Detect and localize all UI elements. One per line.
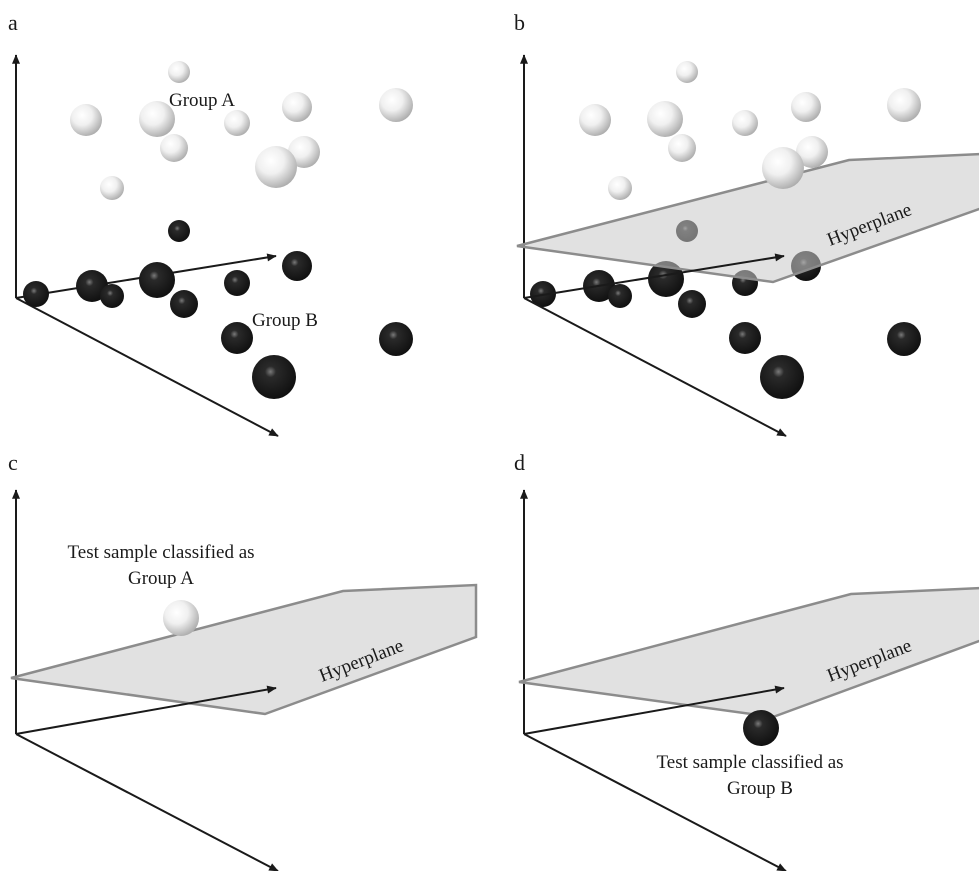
group-a-sphere xyxy=(288,136,320,168)
group-a-sphere xyxy=(579,104,611,136)
hyperplane xyxy=(518,586,979,719)
group-a-sphere xyxy=(676,61,698,83)
group-a-label: Group A xyxy=(169,90,235,111)
group-a-sphere xyxy=(796,136,828,168)
group-a-sphere xyxy=(762,147,804,189)
group-b-sphere xyxy=(678,290,706,318)
group-a-sphere xyxy=(168,61,190,83)
group-b-sphere xyxy=(729,322,761,354)
panel-c-label: c xyxy=(8,450,18,475)
group-b-sphere xyxy=(168,220,190,242)
group-a-sphere xyxy=(647,101,683,137)
axes xyxy=(520,54,787,437)
y-axis xyxy=(523,685,785,735)
axes xyxy=(520,489,787,871)
group-a-sphere xyxy=(160,134,188,162)
group-b-sphere xyxy=(23,281,49,307)
group-b-sphere xyxy=(760,355,804,399)
panel-b: b xyxy=(514,10,979,437)
group-b-sphere xyxy=(282,251,312,281)
test-sample-caption-line1: Test sample classified as xyxy=(656,752,843,773)
group-a-sphere xyxy=(282,92,312,122)
test-sample-group-b xyxy=(743,710,779,746)
group-a-sphere xyxy=(608,176,632,200)
panel-a: a Group A xyxy=(8,10,413,437)
group-b-sphere xyxy=(139,262,175,298)
hyperplane xyxy=(10,583,478,716)
group-a-sphere xyxy=(791,92,821,122)
group-b-sphere xyxy=(76,270,108,302)
group-a-sphere xyxy=(732,110,758,136)
group-b-sphere xyxy=(608,284,632,308)
group-a-sphere xyxy=(139,101,175,137)
panel-d: d Hyperplane Test sample classified as G… xyxy=(514,450,979,871)
group-a-sphere xyxy=(70,104,102,136)
group-a-sphere xyxy=(100,176,124,200)
group-a-sphere xyxy=(668,134,696,162)
group-a-sphere xyxy=(224,110,250,136)
test-sample-group-a xyxy=(163,600,199,636)
axes xyxy=(12,489,279,871)
group-b-sphere xyxy=(221,322,253,354)
x-axis xyxy=(523,733,787,871)
panel-a-label: a xyxy=(8,10,18,35)
x-axis xyxy=(15,297,279,437)
group-b-sphere xyxy=(170,290,198,318)
x-axis xyxy=(523,297,787,437)
panel-b-label: b xyxy=(514,10,525,35)
test-sample-caption-line2: Group A xyxy=(128,568,194,589)
group-a-sphere xyxy=(887,88,921,122)
panel-c: c Test sample classified as Group A Hype… xyxy=(8,450,478,871)
group-b-sphere xyxy=(648,261,684,297)
y-axis xyxy=(523,253,785,299)
test-sample-caption-line2: Group B xyxy=(727,778,793,799)
group-a-sphere xyxy=(379,88,413,122)
group-b-sphere xyxy=(379,322,413,356)
group-b-spheres-below xyxy=(530,261,921,399)
y-axis xyxy=(15,685,277,735)
group-b-sphere xyxy=(224,270,250,296)
group-b-spheres xyxy=(23,220,413,399)
group-b-sphere xyxy=(252,355,296,399)
panel-d-label: d xyxy=(514,450,525,475)
group-b-label: Group B xyxy=(252,310,318,331)
x-axis xyxy=(15,733,279,871)
group-a-sphere xyxy=(255,146,297,188)
test-sample-caption-line1: Test sample classified as xyxy=(67,542,254,563)
group-a-spheres xyxy=(70,61,413,200)
group-b-sphere xyxy=(887,322,921,356)
group-b-sphere xyxy=(100,284,124,308)
group-a-spheres xyxy=(579,61,921,200)
